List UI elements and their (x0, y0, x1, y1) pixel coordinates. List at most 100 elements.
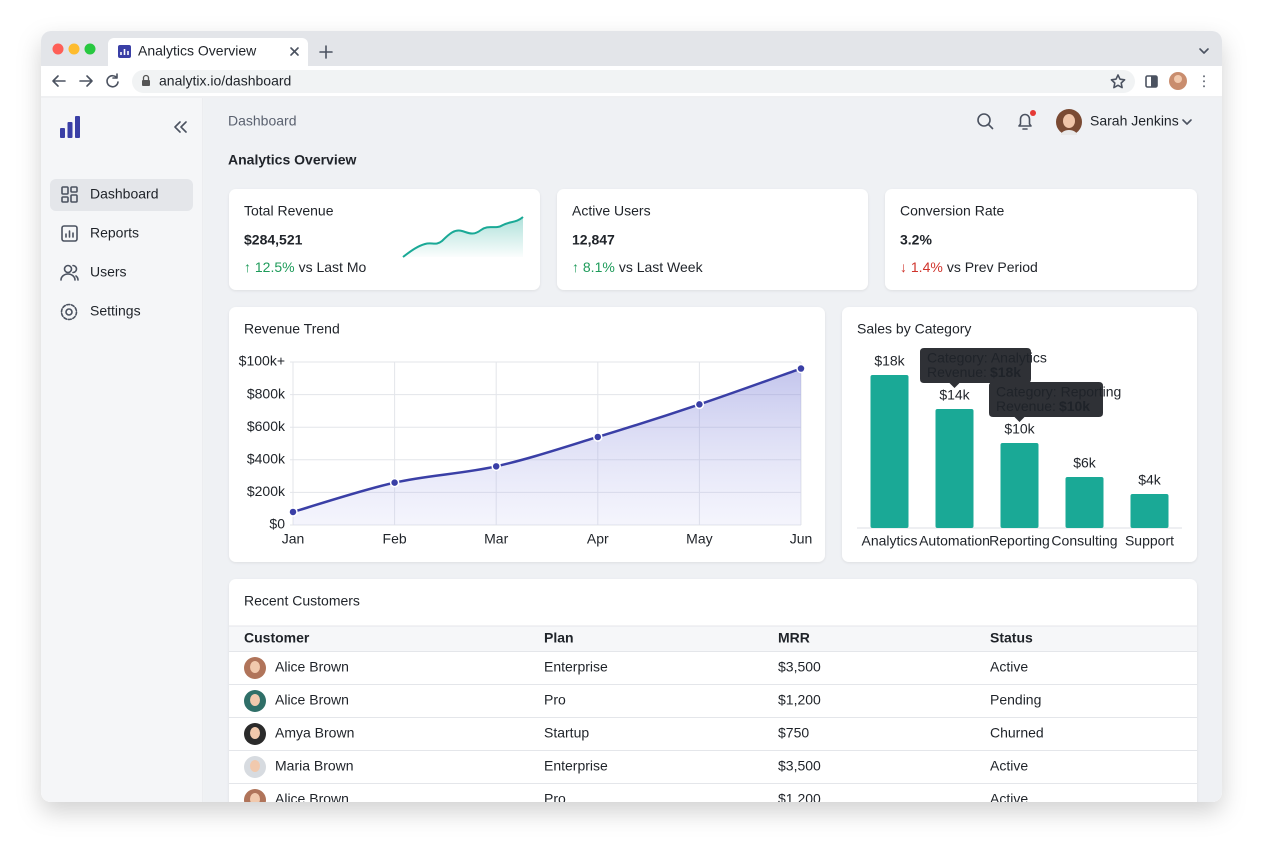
reports-icon (61, 225, 78, 242)
new-tab[interactable] (319, 45, 333, 59)
app-logo (60, 116, 80, 138)
kpi-card (885, 189, 1197, 290)
tab-title: Analytics Overview (138, 43, 257, 59)
x-tick-label: May (686, 531, 712, 547)
lock-shackle (142, 74, 150, 80)
kpi-label: Conversion Rate (900, 203, 1004, 219)
tooltip-revenue: Revenue: $18k (927, 364, 1021, 380)
table-cell: $1,200 (778, 692, 821, 708)
search-button[interactable] (977, 113, 994, 130)
tooltip-revenue-label: Revenue: (927, 364, 987, 380)
y-tick-label: $200k (247, 483, 286, 499)
table-cell: $3,500 (778, 758, 821, 774)
customer-avatar-face (250, 727, 260, 739)
tab-menu[interactable] (1199, 48, 1209, 54)
address-field[interactable] (132, 70, 1135, 93)
x-tick-label: Automation (919, 533, 990, 549)
bar[interactable] (870, 375, 909, 528)
kpi-value: $284,521 (244, 232, 303, 248)
x-tick-label: Feb (383, 531, 407, 547)
bar-value-label: $14k (939, 387, 970, 403)
nav-item[interactable]: Users (90, 264, 127, 280)
dynamic-content: Dashboard Reports Users Settings Total Reven… (90, 186, 1197, 807)
page-title: Analytics Overview (228, 152, 357, 168)
table-cell: Enterprise (544, 758, 608, 774)
user-menu-chevron[interactable] (1182, 119, 1192, 125)
x-tick-label: Analytics (861, 533, 917, 549)
column-header: MRR (778, 630, 810, 646)
kpi-compare: vs Last Week (619, 259, 704, 275)
table-cell: Active (990, 659, 1028, 675)
nav-item[interactable]: Reports (90, 225, 139, 241)
table-cell: Pro (544, 791, 566, 807)
forward-button[interactable] (79, 75, 93, 87)
bar[interactable] (1130, 494, 1169, 528)
x-tick-label: Jan (282, 531, 305, 547)
point (593, 432, 603, 442)
line-area (293, 368, 801, 525)
table-cell: Pro (544, 692, 566, 708)
settings-icon (60, 303, 78, 321)
users-icon (60, 264, 79, 281)
tooltip-revenue: $10k (1059, 398, 1090, 414)
table-cell: Pending (990, 692, 1041, 708)
url[interactable]: analytix.io/dashboard (159, 73, 291, 89)
x-tick-label: Mar (484, 531, 508, 547)
y-tick-label: $600k (247, 418, 286, 434)
sparkline-area (403, 217, 523, 257)
table-cell: Amya Brown (275, 725, 354, 741)
kpi-label: Total Revenue (244, 203, 334, 219)
kpi-card (229, 189, 540, 290)
x-tick-label: Jun (790, 531, 813, 547)
sidebar (41, 98, 203, 802)
x-tick-label: Reporting (989, 533, 1050, 549)
window-content: Analytics Overview analytix.io/dashboard (41, 31, 1222, 807)
tab-close[interactable] (290, 47, 299, 56)
kpi-change: ↓ 1.4% vs Prev Period (900, 259, 1038, 275)
lock-icon (142, 80, 150, 86)
kpi-change-value: ↑ 8.1% (572, 259, 615, 275)
column-header: Status (990, 630, 1033, 646)
chart-title: Sales by Category (857, 321, 971, 337)
maximize-dot[interactable] (84, 43, 96, 55)
chart-title: Revenue Trend (244, 321, 340, 337)
tooltip-revenue-label: Revenue: (996, 398, 1056, 414)
back-button[interactable] (52, 75, 66, 87)
breadcrumb[interactable]: Dashboard (228, 113, 297, 129)
bar[interactable] (1065, 477, 1104, 528)
kpi-change: ↑ 8.1% vs Last Week (572, 259, 704, 275)
user-avatar-body (1061, 130, 1077, 135)
minimize-dot[interactable] (68, 43, 80, 55)
nav-item[interactable]: Dashboard (90, 186, 159, 202)
close-dot[interactable] (52, 43, 64, 55)
user-name[interactable]: Sarah Jenkins (1090, 113, 1179, 129)
customer-avatar-face (250, 694, 260, 706)
customer-avatar-face (250, 661, 260, 673)
kpi-card (557, 189, 868, 290)
bar-value-label: $6k (1073, 455, 1097, 471)
notifications-button[interactable] (1018, 113, 1032, 130)
favicon-bars (120, 49, 129, 55)
bar-value-label: $4k (1138, 472, 1162, 488)
reload-button[interactable] (106, 73, 119, 88)
tooltip (989, 382, 1103, 422)
y-tick-label: $400k (247, 451, 286, 467)
bookmark-star[interactable] (1110, 74, 1126, 89)
side-panel-fill (1151, 76, 1157, 87)
point (288, 507, 298, 517)
collapse-sidebar[interactable] (174, 121, 187, 133)
active-tab[interactable] (108, 38, 308, 66)
bar[interactable] (1000, 443, 1039, 528)
y-tick-label: $0 (269, 516, 285, 532)
bar[interactable] (935, 409, 974, 528)
profile-face (1174, 75, 1182, 83)
customer-avatar-face (250, 760, 260, 772)
x-tick-label: Support (1125, 533, 1174, 549)
sparkline (402, 216, 524, 258)
bar-value-label: $18k (874, 353, 905, 369)
tooltip-revenue: Revenue: $10k (996, 398, 1090, 414)
nav-active-bg (50, 179, 193, 211)
nav-item[interactable]: Settings (90, 303, 141, 319)
